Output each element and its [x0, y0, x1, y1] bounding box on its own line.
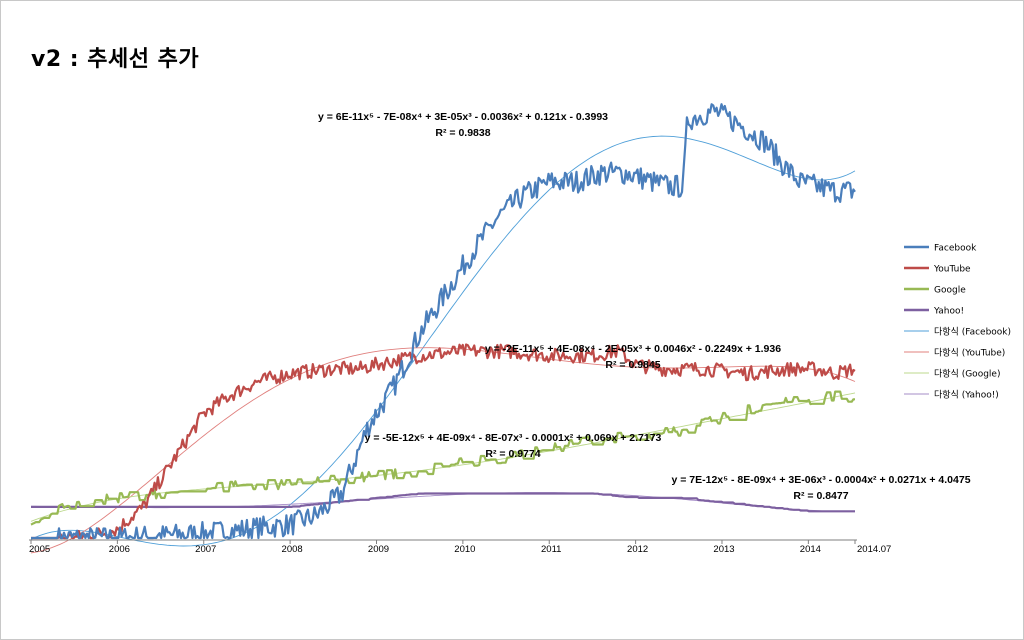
x-tick-label: 2013 [713, 544, 734, 555]
legend-label-trend: 다항식 (YouTube) [934, 348, 1005, 359]
legend-label-series: Yahoo! [933, 307, 964, 317]
trendline-r2-google: R² = 0.9774 [485, 448, 540, 460]
trendline-equation-google: y = -5E-12x⁵ + 4E-09x⁴ - 8E-07x³ - 0.000… [365, 432, 662, 444]
x-tick-label: 2006 [109, 544, 130, 555]
x-tick-label: 2008 [282, 544, 303, 555]
x-tick-label: 2014 [800, 544, 821, 555]
trendline-facebook [30, 135, 856, 547]
x-tick-label: 2011 [541, 544, 561, 555]
legend-label-series: Facebook [934, 244, 977, 254]
slide-title: v2 : 추세선 추가 [31, 47, 200, 72]
legend-label-series: YouTube [933, 265, 971, 275]
trendline-equation-facebook: y = 6E-11x⁵ - 7E-08x⁴ + 3E-05x³ - 0.0036… [318, 111, 608, 123]
legend-label-trend: 다항식 (Facebook) [934, 327, 1011, 338]
series-line-google [30, 390, 855, 526]
series-line-yahoo [31, 492, 855, 513]
trendline-r2-facebook: R² = 0.9838 [435, 127, 490, 139]
x-tick-label: 2010 [454, 544, 475, 555]
legend-label-series: Google [934, 286, 966, 296]
x-tick-label: 2012 [627, 544, 648, 555]
x-tick-label: 2014.07 [857, 544, 891, 555]
trendline-equation-yahoo: y = 7E-12x⁵ - 8E-09x⁴ + 3E-06x³ - 0.0004… [671, 474, 970, 486]
x-tick-label: 2007 [195, 544, 216, 555]
legend-label-trend: 다항식 (Google) [934, 369, 1000, 380]
trendline-r2-yahoo: R² = 0.8477 [793, 490, 848, 502]
trendline-equation-youtube: y = -2E-11x⁵ + 4E-08x⁴ - 2E-05x³ + 0.004… [485, 343, 781, 355]
x-tick-label: 2005 [29, 544, 50, 555]
legend-label-trend: 다항식 (Yahoo!) [934, 390, 999, 401]
x-tick-label: 2009 [368, 544, 389, 555]
trendline-r2-youtube: R² = 0.9845 [605, 359, 660, 371]
series-line-youtube [31, 343, 856, 540]
legend: Facebook YouTube Google Yahoo! 다항식 (Facebook… [904, 244, 1011, 401]
trendline-youtube [30, 347, 856, 554]
series-line-facebook [31, 103, 856, 540]
